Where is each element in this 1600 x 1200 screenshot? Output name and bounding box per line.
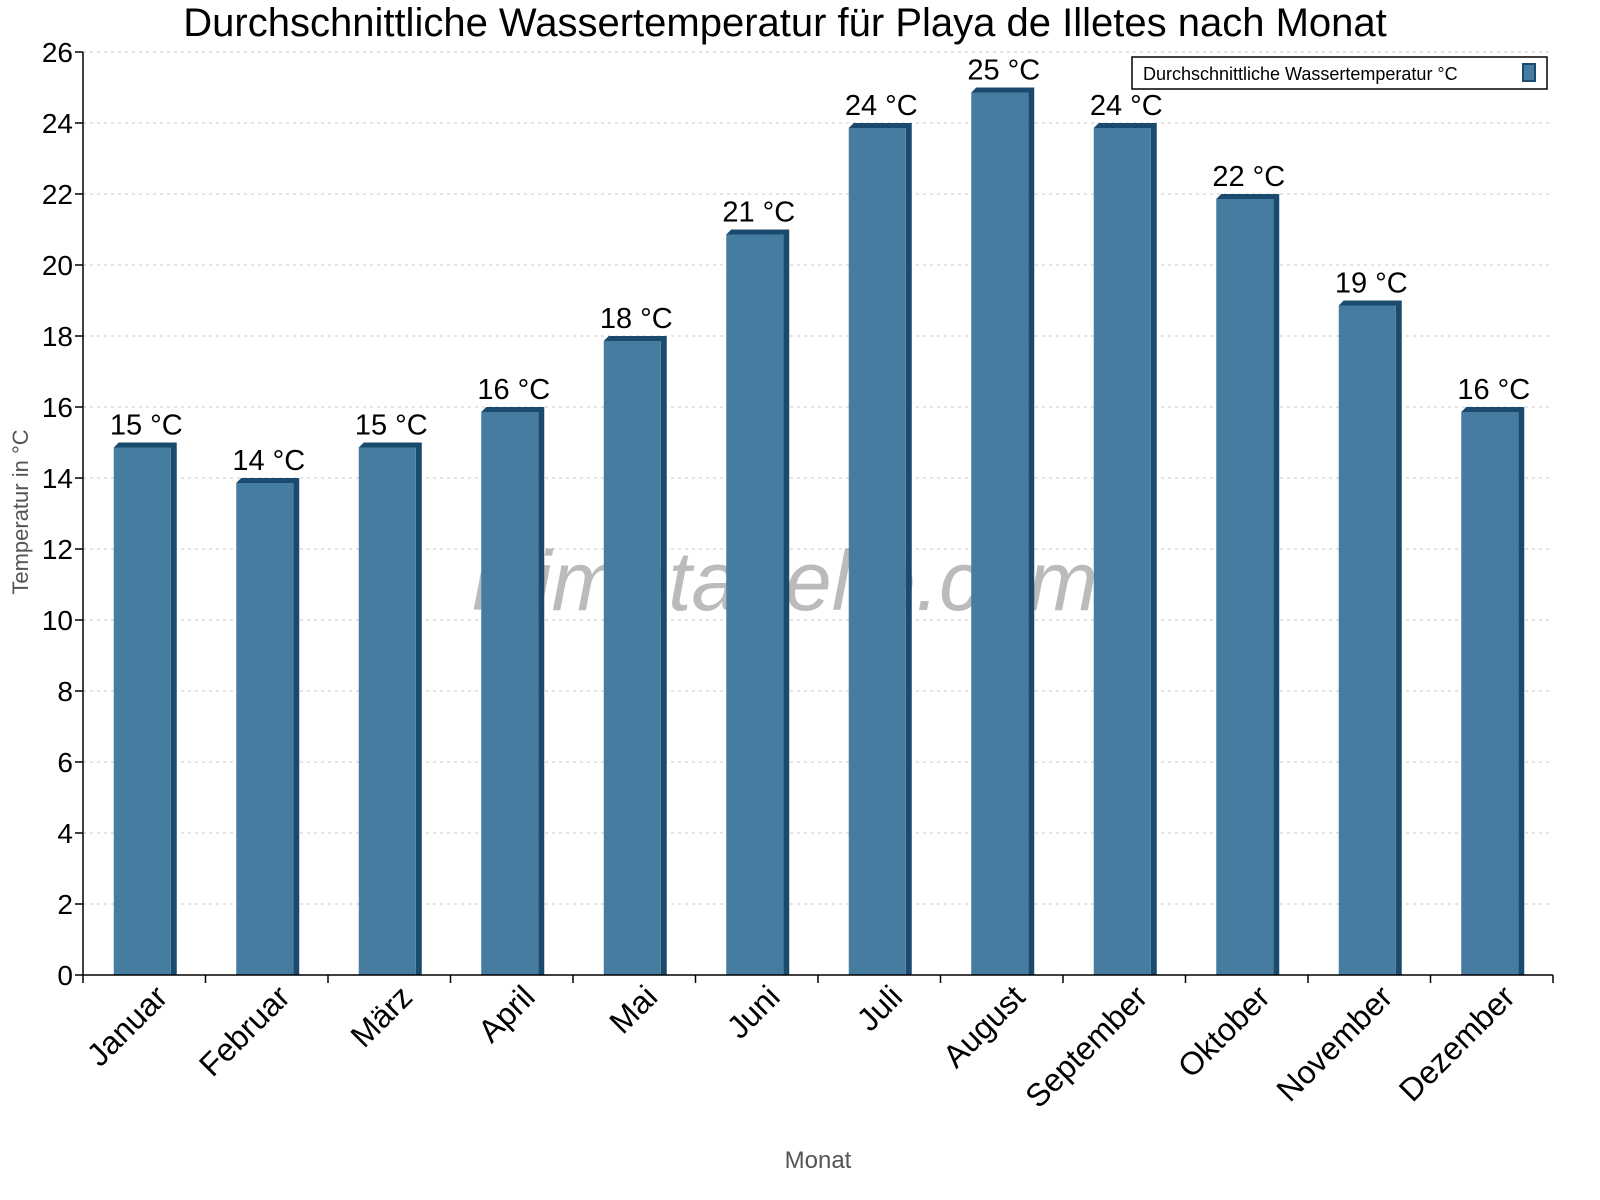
x-tick-label: September: [1018, 978, 1154, 1114]
x-tick-label: Februar: [192, 978, 297, 1083]
bar: [236, 483, 294, 975]
bar: [603, 341, 661, 975]
bar: [726, 234, 784, 975]
legend-box: [1131, 56, 1548, 90]
data-label: 15 °C: [110, 410, 183, 442]
legend: Durchschnittliche Wassertemperatur °C: [1131, 56, 1548, 90]
data-label: 24 °C: [845, 90, 918, 122]
x-tick-label: Juli: [850, 978, 909, 1037]
data-label: 16 °C: [1457, 374, 1530, 406]
x-axis-label: Monat: [785, 1147, 852, 1174]
bar: [1461, 412, 1519, 975]
y-axis-label: Temperatur in °C: [8, 429, 33, 594]
bar: [481, 412, 539, 975]
x-tick-label: Juni: [720, 978, 787, 1045]
y-tick-label: 16: [42, 392, 73, 423]
y-tick-label: 2: [57, 889, 73, 920]
bar: [1338, 305, 1396, 975]
x-tick-label: Januar: [80, 978, 175, 1073]
y-tick-label: 26: [42, 37, 73, 68]
bar: [358, 447, 416, 975]
x-tick-label: Dezember: [1392, 978, 1522, 1108]
bar: [848, 128, 906, 975]
chart-title: Durchschnittliche Wassertemperatur für P…: [183, 1, 1387, 45]
y-tick-label: 0: [57, 960, 73, 991]
data-label: 19 °C: [1335, 268, 1408, 300]
legend-label: Durchschnittliche Wassertemperatur °C: [1143, 64, 1458, 84]
y-tick-label: 22: [42, 179, 73, 210]
data-label: 25 °C: [967, 55, 1040, 87]
y-tick-label: 20: [42, 250, 73, 281]
x-tick-label: Oktober: [1171, 978, 1277, 1084]
y-tick-label: 8: [57, 676, 73, 707]
data-label: 22 °C: [1212, 161, 1285, 193]
bar: [971, 92, 1029, 975]
y-tick-label: 18: [42, 321, 73, 352]
y-tick-label: 6: [57, 747, 73, 778]
x-tick-label: August: [936, 978, 1032, 1074]
bar: [1216, 199, 1274, 975]
data-label: 21 °C: [722, 197, 795, 229]
data-label: 24 °C: [1090, 90, 1163, 122]
legend-swatch: [1522, 63, 1536, 82]
data-label: 16 °C: [477, 374, 550, 406]
y-tick-label: 14: [42, 463, 73, 494]
x-tick-label: November: [1269, 978, 1399, 1108]
y-tick-label: 24: [42, 108, 73, 139]
data-label: 14 °C: [232, 445, 305, 477]
x-tick-label: Mai: [602, 978, 664, 1040]
x-tick-label: April: [471, 978, 542, 1049]
data-label: 18 °C: [600, 303, 673, 335]
y-tick-label: 4: [57, 818, 73, 849]
data-label: 15 °C: [355, 410, 428, 442]
bar: [1093, 128, 1151, 975]
y-tick-label: 12: [42, 534, 73, 565]
x-tick-label: März: [343, 978, 419, 1054]
y-tick-label: 10: [42, 605, 73, 636]
bar: [113, 447, 171, 975]
